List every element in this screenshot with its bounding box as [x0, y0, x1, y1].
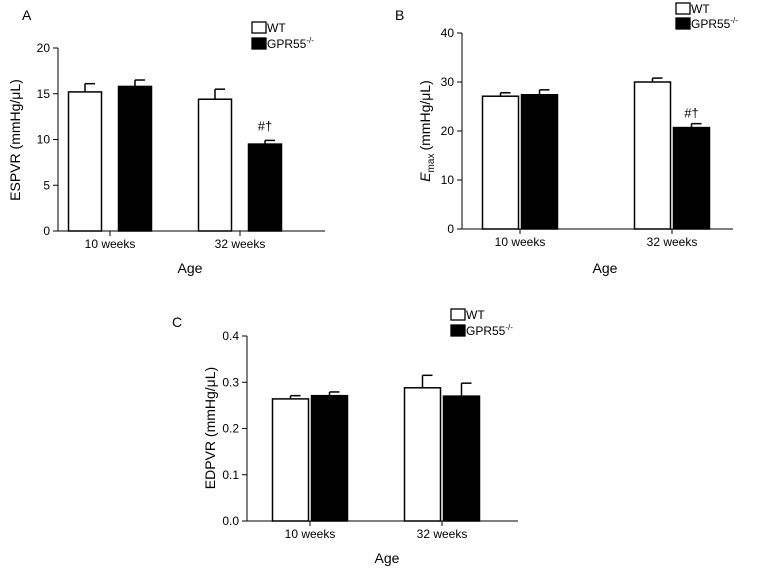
y-axis-title: EDPVR (mmHg/μL) [202, 367, 218, 489]
y-tick-label: 0.3 [222, 375, 239, 389]
legend-swatch [675, 2, 691, 15]
legend-label-text: GPR55 [466, 324, 506, 338]
legend-swatch [251, 37, 267, 50]
legend-swatch [450, 324, 466, 337]
legend-label: GPR55-/- [267, 36, 314, 51]
x-tick-label: 32 weeks [417, 527, 468, 541]
y-axis-title-subscript: max [426, 154, 437, 173]
bar-gpr55-ko [672, 126, 711, 230]
y-axis-title-main: E [417, 172, 433, 182]
significance-annotation: #† [684, 106, 698, 121]
y-tick-label: 0 [447, 222, 454, 236]
legend-label-superscript: -/- [306, 36, 314, 45]
legend-swatch [450, 308, 466, 321]
y-tick-label: 20 [37, 41, 51, 55]
y-tick-label: 10 [441, 173, 455, 187]
legend-label-superscript: -/- [505, 323, 513, 332]
legend-label-text: GPR55 [691, 17, 731, 31]
y-tick-label: 0 [43, 224, 50, 238]
legend-label-text: WT [466, 308, 485, 322]
legend-label-text: WT [267, 21, 286, 35]
legend-label: WT [267, 21, 286, 35]
y-tick-label: 15 [37, 87, 51, 101]
bar-wt [67, 91, 103, 232]
bar-gpr55-ko [117, 85, 153, 232]
panel-label: A [22, 7, 32, 23]
bar-gpr55-ko [310, 394, 349, 522]
bar-wt [271, 398, 310, 522]
x-axis-title: Age [375, 550, 400, 566]
bar-wt [197, 98, 233, 232]
y-tick-label: 5 [43, 178, 50, 192]
x-tick-label: 10 weeks [495, 235, 546, 249]
y-tick-label: 20 [441, 124, 455, 138]
bar-gpr55-ko [247, 143, 283, 232]
bar-wt [403, 387, 442, 522]
y-axis-title: ESPVR (mmHg/μL) [7, 79, 23, 201]
legend-label: GPR55-/- [691, 16, 738, 31]
y-tick-label: 30 [441, 75, 455, 89]
legend-label: WT [691, 2, 710, 16]
y-axis-title: Emax (mmHg/μL) [417, 80, 437, 182]
x-axis-title: Age [178, 260, 203, 276]
bar-wt [481, 95, 520, 230]
legend-swatch [675, 17, 691, 30]
chart-panel-b: B 0 10 20 30 40 10 weeks 32 weeks #† Age Emax (mmHg… [395, 2, 738, 276]
y-tick-label: 10 [37, 133, 51, 147]
y-tick-label: 0.2 [222, 422, 239, 436]
significance-annotation: #† [258, 118, 272, 133]
x-tick-label: 32 weeks [647, 235, 698, 249]
x-tick-label: 10 weeks [285, 527, 336, 541]
bar-gpr55-ko [520, 93, 559, 230]
chart-panel-a: A 0 5 10 15 20 10 weeks 32 weeks #† Age ESPVR (mmH… [7, 7, 325, 276]
bar-gpr55-ko [442, 395, 481, 522]
y-tick-label: 0.0 [222, 514, 239, 528]
chart-panel-c: C 0.0 0.1 0.2 0.3 0.4 10 weeks 32 weeks Age EDPVR… [172, 308, 518, 566]
legend-label: GPR55-/- [466, 323, 513, 338]
y-tick-label: 0.1 [222, 468, 239, 482]
legend-swatch [251, 21, 267, 34]
panel-label: B [395, 7, 404, 23]
panel-label: C [172, 314, 182, 330]
bar-wt [633, 81, 672, 230]
y-axis-title-units: (mmHg/μL) [417, 80, 433, 150]
y-tick-label: 40 [441, 26, 455, 40]
x-tick-label: 10 weeks [85, 237, 136, 251]
y-tick-label: 0.4 [222, 329, 239, 343]
legend-label: WT [466, 308, 485, 322]
x-tick-label: 32 weeks [215, 237, 266, 251]
legend-label-text: WT [691, 2, 710, 16]
legend-label-text: GPR55 [267, 37, 307, 51]
legend-label-superscript: -/- [730, 16, 738, 25]
x-axis-title: Age [593, 260, 618, 276]
